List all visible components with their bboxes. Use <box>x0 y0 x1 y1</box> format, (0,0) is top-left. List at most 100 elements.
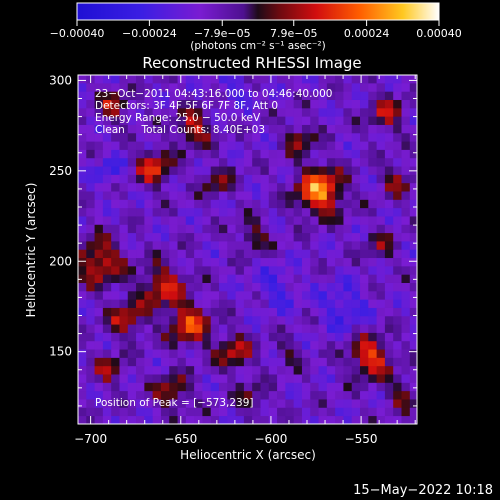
heatmap-cell <box>169 174 178 184</box>
heatmap-cell <box>202 116 212 125</box>
heatmap-cell <box>277 116 286 125</box>
heatmap-cell <box>111 249 120 259</box>
heatmap-cell <box>376 232 386 242</box>
heatmap-cell <box>111 299 120 308</box>
heatmap-cell <box>268 357 278 367</box>
heatmap-cell <box>343 199 353 209</box>
heatmap-cell <box>152 315 162 325</box>
heatmap-cell <box>301 216 311 225</box>
heatmap-cell <box>277 141 286 150</box>
heatmap-cell <box>78 299 87 308</box>
heatmap-cell <box>243 199 253 209</box>
heatmap-cell <box>185 224 195 234</box>
heatmap-cell <box>227 407 236 417</box>
heatmap-cell <box>318 207 328 217</box>
heatmap-cell <box>136 191 145 200</box>
heatmap-cell <box>343 141 353 150</box>
heatmap-cell <box>293 340 303 350</box>
heatmap-cell <box>219 257 228 267</box>
heatmap-cell <box>127 290 137 300</box>
heatmap-cell <box>376 274 386 283</box>
heatmap-cell <box>326 299 336 308</box>
heatmap-cell <box>177 265 187 275</box>
heatmap-cell <box>252 282 261 292</box>
heatmap-cell <box>376 224 386 234</box>
x-tick-label: −550 <box>345 432 378 446</box>
heatmap-cell <box>102 132 112 142</box>
heatmap-cell <box>401 107 411 117</box>
heatmap-cell <box>343 191 353 200</box>
heatmap-cell <box>393 75 402 84</box>
heatmap-cell <box>102 257 112 267</box>
heatmap-cell <box>351 265 361 275</box>
heatmap-cell <box>86 290 95 300</box>
heatmap-cell <box>368 249 377 259</box>
heatmap-cell <box>409 415 418 425</box>
heatmap-cell <box>326 340 336 350</box>
heatmap-cell <box>310 390 319 400</box>
heatmap-cell <box>301 365 311 375</box>
heatmap-cell <box>326 116 336 125</box>
heatmap-cell <box>219 75 228 84</box>
heatmap-cell <box>160 407 170 417</box>
heatmap-cell <box>268 241 278 250</box>
heatmap-cell <box>185 166 195 175</box>
heatmap-cell <box>86 216 95 225</box>
heatmap-cell <box>177 141 187 150</box>
heatmap-cell <box>335 299 344 308</box>
heatmap-cell <box>227 307 236 317</box>
heatmap-cell <box>376 307 386 317</box>
heatmap-cell <box>252 324 261 333</box>
heatmap-cell <box>102 265 112 275</box>
heatmap-cell <box>252 149 261 159</box>
heatmap-cell <box>376 290 386 300</box>
heatmap-cell <box>152 191 162 200</box>
heatmap-cell <box>360 166 369 175</box>
heatmap-cell <box>210 99 220 109</box>
heatmap-cell <box>310 307 319 317</box>
heatmap-cell <box>268 324 278 333</box>
heatmap-cell <box>160 274 170 283</box>
heatmap-cell <box>94 157 104 167</box>
heatmap-cell <box>409 216 418 225</box>
heatmap-cell <box>393 91 402 100</box>
heatmap-cell <box>368 365 377 375</box>
heatmap-cell <box>409 124 418 134</box>
heatmap-cell <box>127 407 137 417</box>
heatmap-cell <box>169 374 178 383</box>
heatmap-cell <box>127 199 137 209</box>
heatmap-cell <box>376 132 386 142</box>
heatmap-cell <box>111 407 120 417</box>
heatmap-cell <box>202 182 212 192</box>
heatmap-cell <box>152 324 162 333</box>
heatmap-cell <box>351 415 361 425</box>
heatmap-cell <box>393 107 402 117</box>
heatmap-cell <box>227 207 236 217</box>
heatmap-cell <box>401 232 411 242</box>
heatmap-cell <box>360 241 369 250</box>
heatmap-cell <box>376 191 386 200</box>
heatmap-cell <box>94 182 104 192</box>
heatmap-cell <box>219 407 228 417</box>
heatmap-cell <box>144 274 154 283</box>
heatmap-cell <box>368 141 377 150</box>
heatmap-cell <box>318 232 328 242</box>
heatmap-cell <box>160 349 170 358</box>
heatmap-cell <box>86 374 95 383</box>
heatmap-cell <box>177 332 187 342</box>
heatmap-cell <box>360 324 369 333</box>
heatmap-cell <box>301 82 311 92</box>
heatmap-cell <box>318 182 328 192</box>
heatmap-cell <box>401 274 411 283</box>
heatmap-cell <box>318 340 328 350</box>
heatmap-cell <box>326 174 336 184</box>
heatmap-cell <box>277 407 286 417</box>
heatmap-cell <box>194 324 203 333</box>
heatmap-cell <box>111 141 120 150</box>
heatmap-cell <box>351 116 361 125</box>
heatmap-cell <box>293 357 303 367</box>
heatmap-cell <box>285 99 295 109</box>
heatmap-cell <box>318 124 328 134</box>
heatmap-cell <box>194 265 203 275</box>
heatmap-cell <box>243 207 253 217</box>
